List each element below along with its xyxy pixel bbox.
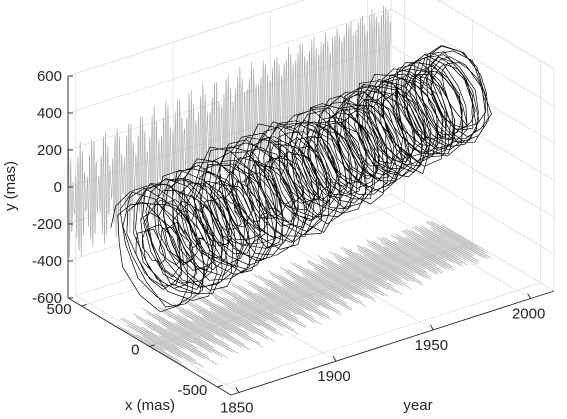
y-tick-label: -400 <box>32 253 62 270</box>
year-tick-label: 1950 <box>415 337 448 354</box>
year-tick-labels: 1850 1900 1950 2000 <box>220 293 545 416</box>
year-tick-mark <box>429 324 434 331</box>
year-tick-mark <box>235 387 240 393</box>
x-tick-mark <box>81 304 87 307</box>
y-tick-label: -200 <box>32 216 62 233</box>
y-tick-label: 400 <box>37 105 62 122</box>
axes <box>67 76 555 396</box>
x-tick-mark <box>149 344 155 347</box>
year-tick-label: 2000 <box>512 306 545 323</box>
box-edge <box>67 0 306 77</box>
x-tick-mark <box>217 384 223 388</box>
grid-line <box>67 45 392 151</box>
x-tick-label: 500 <box>47 301 72 318</box>
year-tick-label: 1850 <box>220 399 253 416</box>
y-tick-label: -600 <box>32 290 62 307</box>
y-tick-label: 600 <box>37 68 62 85</box>
y-tick-label: 0 <box>54 179 62 196</box>
year-axis-line <box>230 290 555 396</box>
year-axis-label: year <box>403 397 432 414</box>
year-tick-label: 1900 <box>317 368 350 385</box>
series-3d-trajectory <box>110 45 492 313</box>
box-edge <box>437 0 555 70</box>
x-tick-label: 0 <box>131 342 139 359</box>
y-tick-label: 200 <box>37 142 62 159</box>
x-axis-label: x (mas) <box>125 397 175 414</box>
series-projection-yz <box>67 5 392 258</box>
series-projection-xz <box>110 220 492 369</box>
grid-line <box>217 282 541 388</box>
y-tick-labels: -600 -400 -200 0 200 400 600 <box>32 68 73 307</box>
year-tick-mark <box>527 293 532 299</box>
year-tick-mark <box>332 355 337 362</box>
y-axis-label: y (mas) <box>2 161 19 211</box>
x-tick-labels: -500 0 500 <box>47 301 223 399</box>
grid-line <box>67 8 392 114</box>
x-tick-label: -500 <box>177 382 207 399</box>
